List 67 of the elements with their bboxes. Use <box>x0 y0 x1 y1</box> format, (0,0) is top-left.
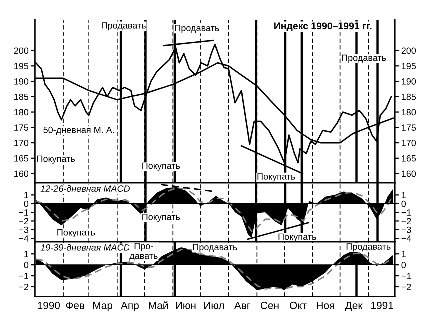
y2-tick-label: 1 <box>402 192 406 198</box>
annotation: Покупать <box>37 156 76 164</box>
y-tick-label: 185 <box>14 94 29 100</box>
y2-tick-label: −3 <box>402 226 412 234</box>
annotation: Про- давать <box>130 243 158 261</box>
x-tick-label: Окт <box>290 302 307 310</box>
x-tick-label: Сен <box>260 302 279 310</box>
y-tick-label: −3 <box>19 226 29 234</box>
x-tick-label: Май <box>149 302 168 310</box>
y2-tick-label: −1 <box>402 273 412 280</box>
y-tick-label: 195 <box>14 63 29 70</box>
y-tick-label: 180 <box>14 109 29 116</box>
y-tick-label: 0 <box>24 200 29 208</box>
annotation: 50-дневная М. А. <box>44 126 114 135</box>
annotation: Покупать <box>142 162 180 171</box>
annotation: Покупать <box>142 214 180 222</box>
y-tick-label: 200 <box>14 48 29 54</box>
y-tick-label: −4 <box>19 236 29 242</box>
y-tick-label: 160 <box>14 170 29 178</box>
y-tick-label: 190 <box>14 78 29 85</box>
y-tick-label: 175 <box>14 124 29 132</box>
annotation: 12-26-дневная MACD <box>40 185 130 192</box>
annotation: Продавать <box>193 244 238 252</box>
y-tick-label: 1 <box>24 192 29 198</box>
y-tick-label: −1 <box>19 210 29 216</box>
y2-tick-label: 1 <box>402 251 406 258</box>
x-tick-label: Ноя <box>317 302 334 310</box>
x-tick-label: Апр <box>121 302 139 312</box>
y-tick-label: −1 <box>19 273 29 280</box>
annotation: Продавать <box>175 25 220 34</box>
x-tick-label: Дек <box>345 302 363 312</box>
chart-title: Индекс 1990–1991 гг. <box>274 22 372 32</box>
y2-tick-label: 200 <box>402 48 416 54</box>
annotation: Продавать <box>102 22 146 31</box>
y2-tick-label: 175 <box>402 124 416 132</box>
y-tick-label: −2 <box>19 218 28 224</box>
x-tick-label: Июл <box>204 302 224 310</box>
y2-tick-label: 195 <box>402 63 416 70</box>
annotation: Покупать <box>58 230 96 238</box>
y2-tick-label: 0 <box>402 262 406 268</box>
x-tick-label: Мар <box>93 302 113 312</box>
annotation: Продавать <box>346 244 391 252</box>
annotation: 19-39-дневная MACD <box>40 244 130 251</box>
y2-tick-label: 170 <box>402 140 416 146</box>
annotation: Покупать <box>278 234 316 242</box>
x-tick-label: 1990 <box>38 302 60 310</box>
y2-tick-label: −2 <box>402 218 412 224</box>
x-tick-label: Авг <box>234 302 250 310</box>
y-tick-label: −2 <box>19 284 28 290</box>
y2-tick-label: −4 <box>402 236 412 242</box>
y2-tick-label: 180 <box>402 109 416 116</box>
y2-tick-label: −2 <box>402 284 412 290</box>
y2-tick-label: −1 <box>402 210 412 216</box>
y-tick-label: 165 <box>14 155 29 162</box>
y2-tick-label: 190 <box>402 78 416 85</box>
y2-tick-label: 165 <box>402 155 416 162</box>
x-tick-label: Июн <box>176 302 196 310</box>
y2-tick-label: 160 <box>402 170 416 178</box>
x-tick-label: 1991 <box>372 302 394 310</box>
y-tick-label: 170 <box>14 140 29 146</box>
y-tick-label: 1 <box>24 251 29 258</box>
y-tick-label: 0 <box>24 262 29 268</box>
annotation: Продавать <box>342 54 386 63</box>
x-tick-label: Фев <box>66 302 85 310</box>
y2-tick-label: 185 <box>402 94 416 100</box>
y2-tick-label: 0 <box>402 200 406 208</box>
annotation: Покупать <box>258 174 296 182</box>
